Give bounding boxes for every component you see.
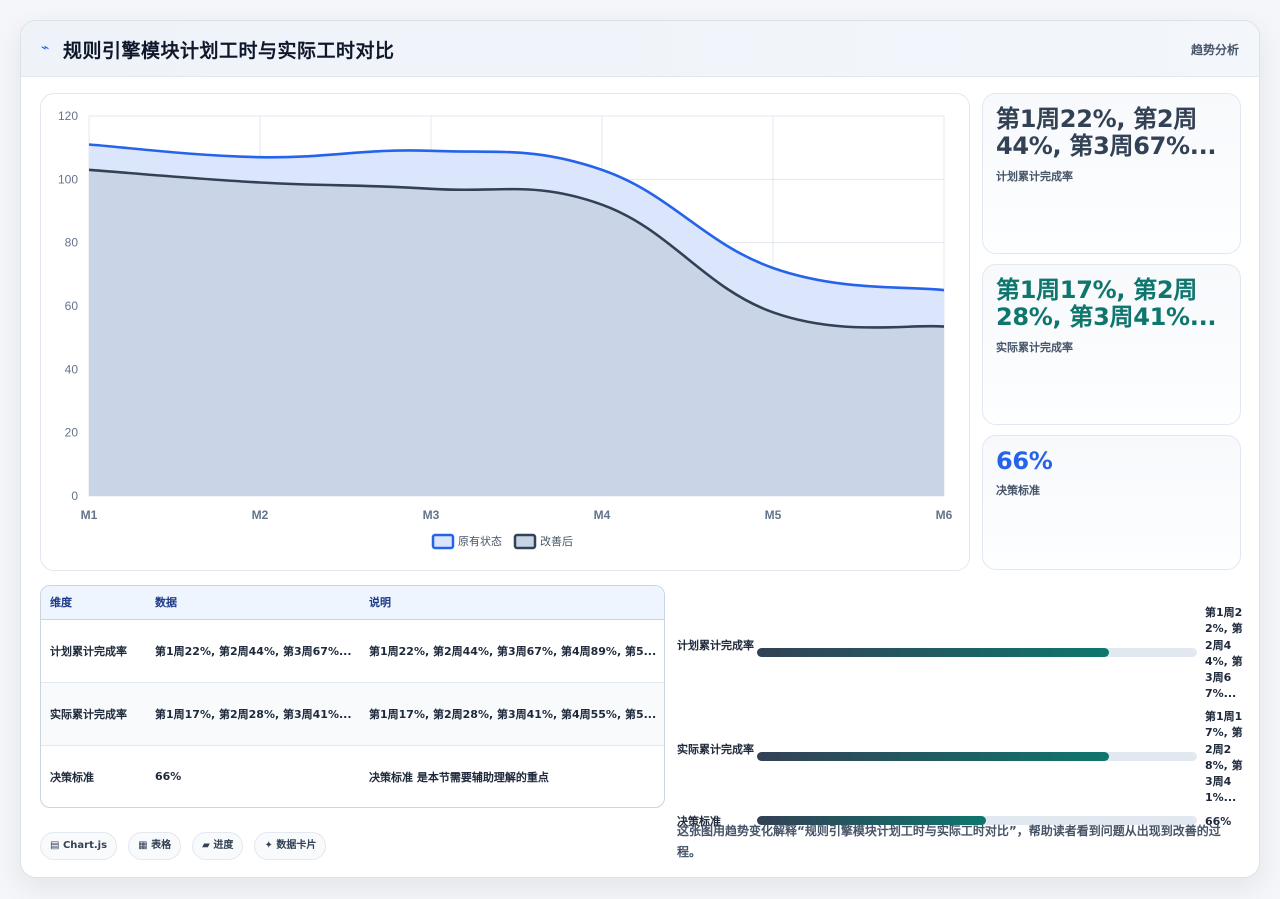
y-tick-label: 120: [58, 109, 78, 123]
series-line: [88, 143, 945, 292]
y-tick-label: 80: [65, 236, 79, 250]
kpi-label: 计划累计完成率: [996, 170, 1073, 183]
y-tick-label: 20: [65, 426, 79, 440]
table-cell: 决策标准 是本节需要辅助理解的重点: [369, 770, 549, 784]
table-icon: ▦: [138, 840, 148, 851]
x-tick-label: M6: [936, 508, 953, 522]
table-cell: 第1周22%, 第2周44%, 第3周67%, 第4周89%, 第5...: [369, 644, 657, 658]
table-cell: 第1周17%, 第2周28%, 第3周41%...: [155, 707, 352, 721]
table-row: 计划累计完成率 第1周22%, 第2周44%, 第3周67%... 第1周22%…: [41, 619, 664, 682]
progress-fill: [757, 648, 1109, 657]
progress-value: 66%: [1205, 815, 1232, 828]
x-tick-label: M1: [81, 508, 98, 522]
progress-value: 第1周22%, 第2周44%, 第3周67%...: [1205, 606, 1243, 701]
column-header: 说明: [360, 586, 664, 620]
series-area: [89, 169, 944, 496]
progress-track: [757, 816, 1197, 825]
legend-swatch: [431, 533, 455, 550]
x-tick-label: M5: [765, 508, 782, 522]
y-tick-label: 40: [65, 362, 79, 376]
progress-track: [757, 648, 1197, 657]
x-tick-label: M2: [252, 508, 269, 522]
legend-label: 改善后: [540, 534, 573, 548]
table-cell: 第1周17%, 第2周28%, 第3周41%, 第4周55%, 第5...: [369, 707, 657, 721]
legend-label: 原有状态: [458, 534, 502, 548]
y-tick-label: 60: [65, 299, 79, 313]
table-cell: 第1周22%, 第2周44%, 第3周67%...: [155, 644, 352, 658]
x-tick-label: M3: [423, 508, 440, 522]
tag-table[interactable]: ▦ 表格: [128, 832, 182, 860]
progress-label: 计划累计完成率: [677, 639, 754, 652]
kpi-value: 66%: [996, 448, 1053, 475]
data-table: 维度 数据 说明 计划累计完成率 第1周22%, 第2周44%, 第3周67%.…: [40, 585, 665, 808]
kpi-label: 决策标准: [996, 484, 1040, 497]
sparkle-icon: ✦: [264, 840, 273, 851]
tag-list: ▤ Chart.js ▦ 表格 ▰ 进度 ✦ 数据卡片: [40, 832, 332, 860]
progress-label: 决策标准: [677, 815, 721, 828]
chart-caption: 这张图用趋势变化解释“规则引擎模块计划工时与实际工时对比”，帮助读者看到问题从出…: [677, 824, 1221, 859]
tag-progress[interactable]: ▰ 进度: [192, 832, 244, 860]
progress-fill: [757, 816, 986, 825]
tag-label: Chart.js: [62, 840, 108, 851]
kpi-card-planned: 第1周22%, 第2周44%, 第3周67%... 计划累计完成率: [982, 93, 1241, 254]
kpi-label: 实际累计完成率: [996, 341, 1073, 354]
progress-value: 第1周17%, 第2周28%, 第3周41%...: [1205, 710, 1243, 805]
table-row: 决策标准 66% 决策标准 是本节需要辅助理解的重点: [41, 745, 664, 807]
x-tick-label: M4: [594, 508, 611, 522]
tag-data-card[interactable]: ✦ 数据卡片: [254, 832, 327, 860]
dashboard-card: ⌁ 规则引擎模块计划工时与实际工时对比 趋势分析 0 20 40 60 80 100 120…: [20, 20, 1260, 878]
tag-label: 数据卡片: [276, 840, 317, 851]
tag-label: 表格: [151, 840, 172, 851]
tag-chartjs[interactable]: ▤ Chart.js: [40, 832, 118, 860]
progress-label: 实际累计完成率: [677, 743, 754, 756]
table-cell: 实际累计完成率: [50, 707, 127, 721]
table-header-row: 维度 数据 说明: [41, 586, 664, 620]
area-chart: 0 20 40 60 80 100 120 M1 M2 M3 M4 M5 M6 原有状态 改善后: [58, 109, 953, 550]
progress-list: 计划累计完成率 第1周22%, 第2周44%, 第3周67%... 实际累计完成…: [677, 581, 1247, 828]
table-cell: 66%: [155, 770, 182, 784]
progress-icon: ▰: [202, 840, 210, 851]
tag-label: 进度: [213, 840, 234, 851]
bolt-icon: ⌁: [41, 40, 50, 56]
table-cell: 决策标准: [50, 770, 94, 784]
legend-swatch: [513, 533, 537, 550]
area-chart-panel: 0 20 40 60 80 100 120 M1 M2 M3 M4 M5 M6 原有状态 改善后: [40, 93, 970, 571]
page-title: 规则引擎模块计划工时与实际工时对比: [63, 40, 395, 62]
progress-fill: [757, 752, 1109, 761]
kpi-value: 第1周17%, 第2周28%, 第3周41%...: [996, 277, 1217, 331]
kpi-card-actual: 第1周17%, 第2周28%, 第3周41%... 实际累计完成率: [982, 264, 1241, 425]
table-cell: 计划累计完成率: [50, 644, 127, 658]
table-row: 实际累计完成率 第1周17%, 第2周28%, 第3周41%... 第1周17%…: [41, 682, 664, 745]
y-tick-label: 100: [58, 172, 78, 186]
column-header: 维度: [41, 586, 146, 620]
chart-icon: ▤: [50, 840, 60, 851]
column-header: 数据: [146, 586, 360, 620]
kpi-value: 第1周22%, 第2周44%, 第3周67%...: [996, 106, 1217, 160]
kpi-card-decision: 66% 决策标准: [982, 435, 1241, 570]
progress-track: [757, 752, 1197, 761]
header-bar: ⌁ 规则引擎模块计划工时与实际工时对比 趋势分析: [21, 21, 1259, 77]
y-tick-label: 0: [71, 489, 78, 503]
trend-analysis-link[interactable]: 趋势分析: [1190, 43, 1239, 57]
series-line: [88, 168, 945, 329]
